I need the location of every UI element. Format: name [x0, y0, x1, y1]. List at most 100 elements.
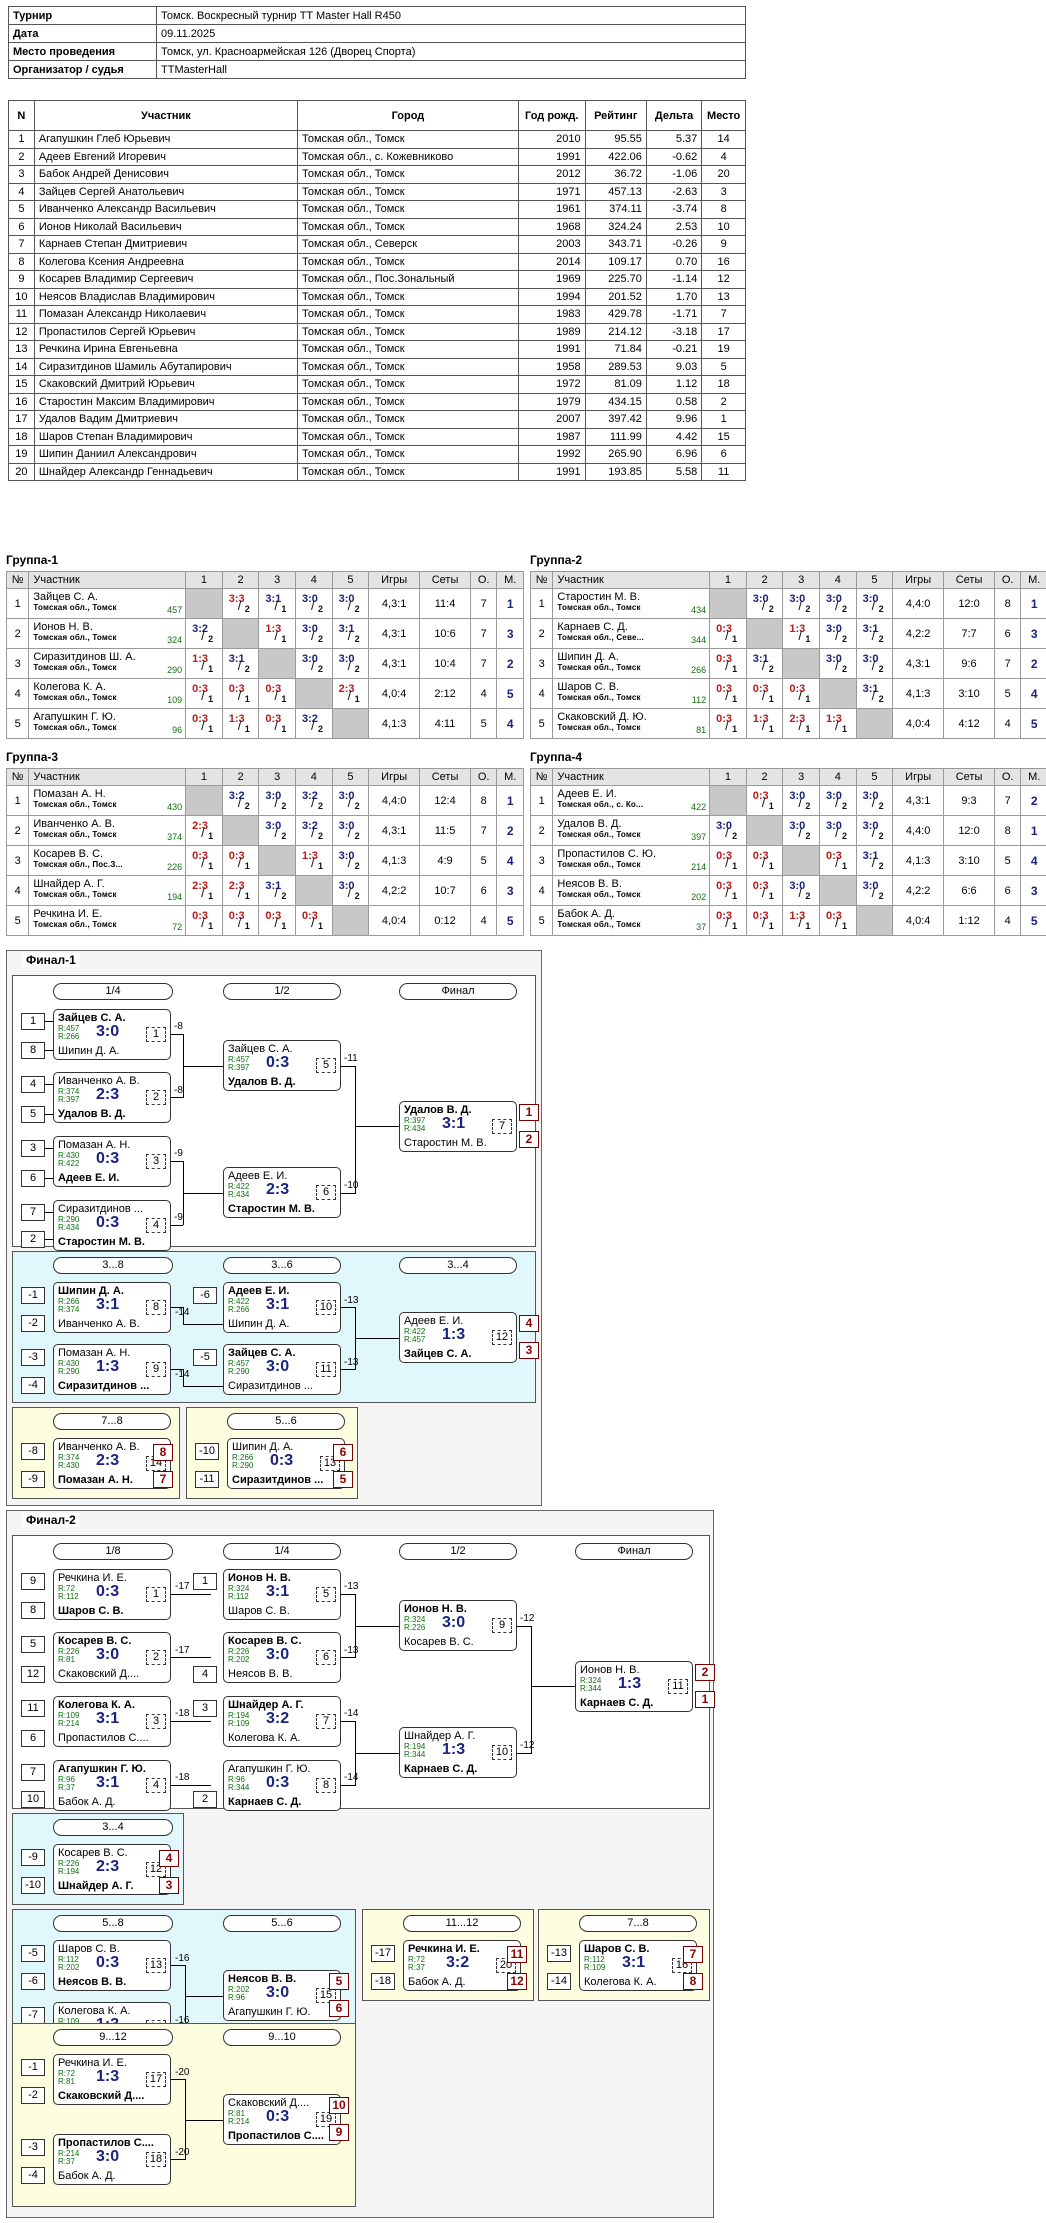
table-cell: 17: [8, 410, 35, 429]
score-slash: /: [761, 915, 766, 930]
match-score: 2:3/1: [782, 708, 820, 739]
place-value: 1: [1020, 815, 1046, 846]
place-value: 5: [1020, 905, 1046, 936]
match-score: 3:0/2: [294, 618, 333, 649]
bracket-line: [341, 1369, 355, 1370]
place-box: 5: [329, 1973, 349, 1990]
link-label: -16: [175, 1953, 190, 1964]
score-points: 2: [768, 664, 774, 674]
participant-city: Томская обл., Томск: [33, 723, 117, 732]
table-cell: Помазан Александр Николаевич: [33, 305, 299, 324]
group-header-row: № Участник 1 2 3 4 5 Игры Сеты О. М.: [529, 768, 1046, 786]
match-rating-bottom: R:81: [58, 2077, 75, 2086]
match-score: 3:0/2: [855, 588, 894, 619]
table-cell: 2: [8, 147, 35, 166]
group-row: 4 Шнайдер А. Г. Томская обл., Томск 194 2:3/…: [5, 875, 524, 906]
match-box: Неясов В. В. R:202 R:96 3:0 15 Агапушкин Г. Ю…: [223, 1970, 341, 2021]
match-rating-bottom: R:434: [404, 1124, 426, 1133]
match-player-top: Шаров С. В.: [58, 1943, 120, 1955]
match-score: 2:3/1: [185, 875, 223, 906]
points-value: 7: [469, 815, 498, 846]
place-value: 2: [1020, 648, 1046, 679]
match-score: 3:0/2: [782, 588, 820, 619]
match-number: 6: [316, 1185, 336, 1200]
score-sets: 0:3: [192, 910, 208, 922]
match-rating-top: R:290: [58, 1215, 80, 1224]
score-slash: /: [201, 658, 205, 673]
group-row: 3 Шипин Д. А. Томская обл., Томск 266 0:3/1 3…: [529, 648, 1046, 679]
match-score: 3:0: [266, 1646, 290, 1663]
column-header: Дельта: [645, 100, 703, 131]
match-box: Помазан А. Н. R:430 R:290 1:3 9 Сиразитдинов …: [53, 1344, 171, 1395]
sets-value: 10:6: [419, 618, 471, 649]
place-value: 1: [1020, 588, 1046, 619]
match-rating-top: R:374: [58, 1453, 80, 1462]
match-score: 0:3/1: [782, 678, 820, 709]
info-row: Турнир Томск. Воскресный турнир TT Master…: [8, 6, 746, 25]
score-points: 2: [878, 664, 884, 674]
match-number: 6: [316, 1650, 336, 1665]
score-slash: /: [798, 825, 802, 840]
score-points: 2: [805, 801, 811, 811]
table-cell: 7: [701, 305, 746, 324]
match-score: 1:3/1: [221, 708, 260, 739]
match-player-top: Адеев Е. И.: [228, 1285, 290, 1297]
score-points: 1: [841, 861, 847, 871]
row-number: 5: [5, 708, 30, 739]
sets-value: 4:12: [943, 708, 995, 739]
table-row: 3 Бабок Андрей Денисович Томская обл., Том…: [8, 165, 746, 184]
match-player-top: Шипин Д. А.: [232, 1441, 294, 1453]
table-cell: 12: [8, 322, 35, 341]
participant-rating: 344: [691, 635, 707, 645]
match-player-bottom: Колегова К. А.: [584, 1976, 657, 1988]
participant-cell: Косарев В. С. Томская обл., Пос.З... 226: [28, 845, 187, 876]
table-cell: 1: [701, 410, 746, 429]
match-box: Адеев Е. И. R:422 R:457 1:3 12 Зайцев С. А.: [399, 1312, 517, 1363]
match-player-top: Шаров С. В.: [584, 1943, 650, 1955]
round-header: 5...8: [53, 1915, 173, 1932]
score-sets: 1:3: [228, 713, 245, 725]
score-points: 1: [208, 861, 214, 871]
table-cell: 11: [8, 305, 35, 324]
self-cell: [331, 708, 370, 739]
participant-cell: Агапушкин Г. Ю. Томская обл., Томск 96: [28, 708, 187, 739]
match-score: 3:0/2: [818, 815, 857, 846]
match-player-top: Агапушкин Г. Ю.: [228, 1763, 311, 1775]
match-player-top: Ионов Н. В.: [228, 1572, 291, 1584]
seed-box: -17: [371, 1945, 395, 1962]
place-box: 1: [519, 1104, 539, 1121]
score-points: 2: [841, 604, 847, 614]
score-slash: /: [347, 795, 352, 810]
match-score: 2:3/1: [331, 678, 370, 709]
table-cell: Пропастилов Сергей Юрьевич: [33, 322, 299, 341]
match-score: 2:3: [96, 1452, 120, 1469]
games-value: 4,0:4: [368, 905, 421, 936]
link-label: -13: [344, 1581, 359, 1592]
seed-box: -2: [21, 1315, 45, 1332]
link-label: -12: [520, 1613, 535, 1624]
bracket-line: [171, 1097, 183, 1098]
sets-value: 11:4: [419, 588, 471, 619]
match-box: Сиразитдинов ... R:290 R:434 0:3 4 Старостин …: [53, 1200, 171, 1251]
points-value: 5: [993, 845, 1022, 876]
bracket-panel: 7...8 Шаров С. В. R:112 R:109 3:1 16 Колегова …: [538, 1909, 710, 2001]
match-rating-top: R:422: [404, 1327, 426, 1336]
match-rating-bottom: R:434: [58, 1223, 80, 1232]
score-slash: /: [725, 885, 729, 900]
games-value: 4,2:2: [892, 875, 945, 906]
seed-box: 1: [21, 1013, 45, 1030]
score-points: 2: [208, 634, 214, 644]
participant-cell: Речкина И. Е. Томская обл., Томск 72: [28, 905, 187, 936]
seed-box: -3: [21, 1349, 45, 1366]
match-score: 3:1: [266, 1583, 290, 1600]
participant-rating: 266: [691, 665, 707, 675]
bracket-line: [355, 1066, 356, 1194]
match-number: 1: [146, 1027, 166, 1042]
sets-value: 0:12: [419, 905, 471, 936]
round-header: 7...8: [53, 1413, 171, 1430]
participant-city: Томская обл., Томск: [33, 603, 117, 612]
column-header: 4: [294, 571, 333, 589]
match-player-bottom: Агапушкин Г. Ю.: [228, 2006, 311, 2018]
match-player-bottom: Сиразитдинов ...: [228, 1380, 313, 1392]
match-box: Ионов Н. В. R:324 R:112 3:1 5 Шаров С. В.: [223, 1569, 341, 1620]
